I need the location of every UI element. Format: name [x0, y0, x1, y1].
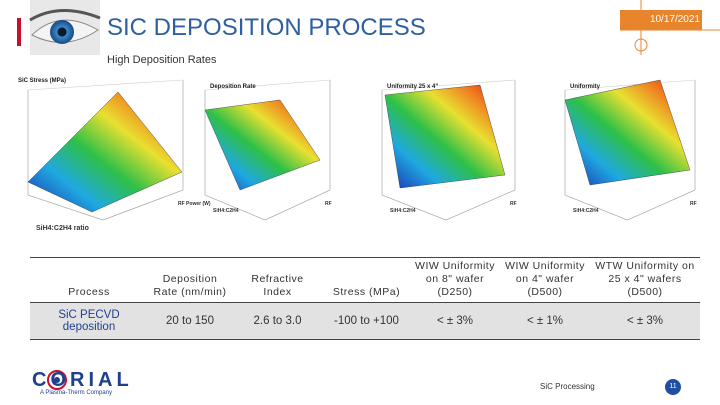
cell: -100 to +100 — [323, 302, 410, 340]
surface — [384, 84, 506, 189]
plot-title: Uniformity 25 x 4" — [387, 84, 438, 90]
cell: < ± 3% — [410, 302, 500, 340]
eye-logo — [29, 0, 101, 55]
plot-frame — [564, 80, 696, 221]
cell: < ± 1% — [500, 302, 590, 340]
page-badge — [665, 379, 681, 395]
section: SiC Processing — [540, 382, 595, 391]
cell: 20 to 150 — [148, 302, 232, 340]
plot-frame — [204, 79, 331, 91]
subtitle: High Deposition Rates — [107, 54, 217, 66]
plot-frame — [381, 79, 516, 91]
cell: < ± 3% — [590, 302, 700, 340]
cell: 2.6 to 3.0 — [232, 302, 323, 340]
y-label: RF — [325, 201, 332, 207]
plot-title: Uniformity — [570, 84, 601, 90]
plot-frame — [204, 80, 331, 221]
plot-frame — [27, 79, 184, 91]
logo-text: CORIAL — [32, 369, 133, 391]
surface — [27, 91, 183, 213]
page-number: 11 — [669, 383, 677, 390]
plot-title: Deposition Rate — [210, 84, 256, 90]
x-label: SiH4:C2H4 — [390, 208, 416, 214]
x-label: SiH4:C2H4 — [213, 208, 239, 214]
y-label: RF Power (W) — [178, 201, 211, 207]
footer-logo — [47, 370, 67, 390]
y-label: RF — [690, 201, 697, 207]
column-header: Stress (MPa) — [323, 257, 410, 303]
column-header: Process — [30, 257, 148, 303]
x-label: SiH4:C2H4 — [573, 208, 599, 214]
column-header: WIW Uniformity on 8" wafer (D250) — [410, 257, 500, 303]
x-label: SiH4:C2H4 ratio — [36, 225, 89, 232]
date: 10/17/2021 — [649, 14, 700, 25]
tagline: A Plasma-Therm Company — [40, 390, 113, 396]
column-header: Refractive Index — [232, 257, 323, 303]
column-header: WTW Uniformity on 25 x 4" wafers (D500) — [590, 257, 700, 303]
accent-bar — [17, 18, 21, 46]
surface — [204, 99, 321, 191]
plot-frame — [27, 80, 184, 221]
crosshair — [634, 38, 648, 52]
column-header: WIW Uniformity on 4" wafer (D500) — [500, 257, 590, 303]
plot-frame — [381, 80, 516, 221]
y-label: RF — [510, 201, 517, 207]
plot-frame — [564, 79, 696, 91]
cell: SiC PECVD deposition — [30, 302, 148, 340]
title: SIC DEPOSITION PROCESS — [107, 14, 426, 41]
surface — [564, 79, 691, 186]
plot-title: SiC Stress (MPa) — [18, 78, 66, 84]
column-header: Deposition Rate (nm/min) — [148, 257, 232, 303]
spec-table: Process Deposition Rate (nm/min) Refractiv… — [30, 257, 700, 340]
